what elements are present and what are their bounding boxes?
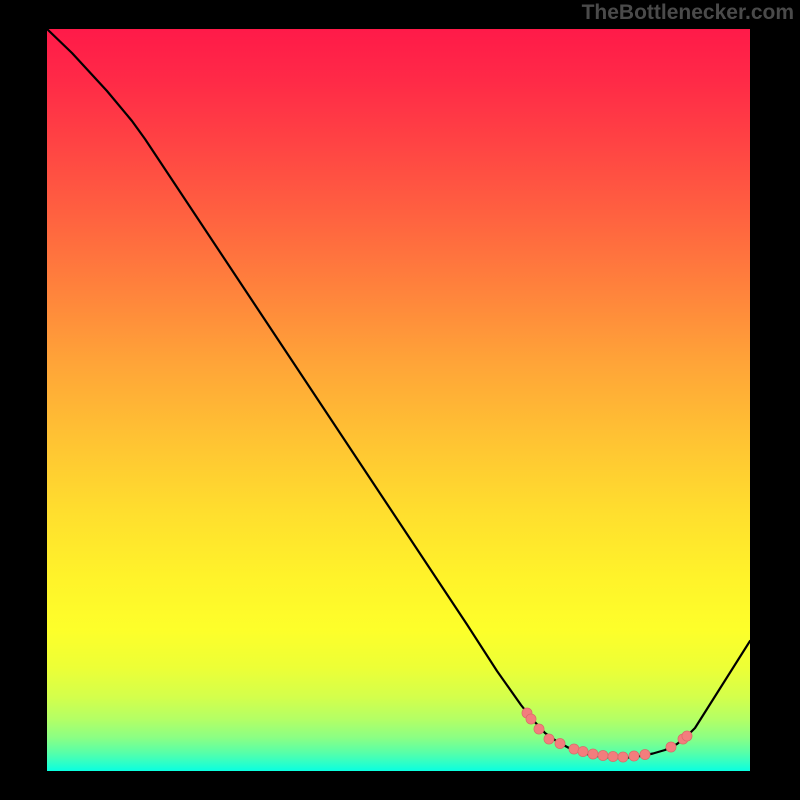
attribution-label: TheBottlenecker.com [582, 1, 794, 25]
curve-marker [598, 750, 608, 760]
curve-marker [526, 714, 536, 724]
chart-outer: TheBottlenecker.com [0, 0, 800, 800]
chart-svg [47, 29, 750, 771]
curve-marker [618, 752, 628, 762]
curve-marker [555, 738, 565, 748]
curve-marker [578, 746, 588, 756]
curve-marker [534, 724, 544, 734]
curve-marker [608, 751, 618, 761]
curve-marker [544, 734, 554, 744]
curve-marker [666, 742, 676, 752]
curve-marker [588, 749, 598, 759]
plot-area [47, 29, 750, 771]
curve-marker [682, 731, 692, 741]
curve-marker [640, 749, 650, 759]
curve-marker [569, 744, 579, 754]
gradient-background [47, 29, 750, 771]
curve-marker [629, 751, 639, 761]
